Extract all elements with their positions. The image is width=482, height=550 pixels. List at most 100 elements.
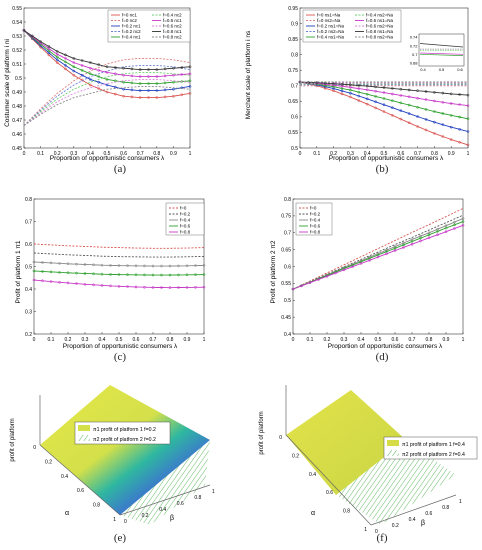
a-series-point [89, 72, 92, 76]
d-ytick-label: 0.75 [281, 214, 291, 220]
c-xtick-label: 0.8 [167, 337, 174, 343]
b-ytick-label: 0.85 [288, 37, 298, 43]
b-series-point [340, 89, 344, 93]
a-series-point [163, 81, 167, 85]
b-inset-xtick-label: 0.6 [457, 67, 463, 72]
c-ytick-label: 0.3 [25, 309, 32, 315]
e-legend-swatch-1 [78, 425, 90, 431]
c-series-point [75, 262, 78, 266]
a-ytick-label: 0.46 [12, 132, 22, 138]
b-inset-ytick-label: 0.68 [410, 61, 419, 66]
caption-a: (a) [113, 163, 127, 175]
f-beta-tick: 0.4 [409, 517, 416, 523]
c-series-point [32, 278, 36, 282]
d-xtick-label: 0.3 [341, 337, 348, 343]
c-series-point [49, 270, 53, 274]
b-inset-line [419, 43, 464, 48]
e-alpha-tick: 0 [33, 445, 36, 451]
c-xtick-label: 0 [33, 337, 36, 343]
f-zlabel: profit of platform [259, 411, 265, 454]
b-series-point [365, 97, 369, 101]
c-series-point [134, 285, 138, 289]
b-series-point [357, 90, 361, 94]
a-series-point [97, 87, 101, 90]
d-series-point [419, 236, 422, 240]
b-series-point [382, 103, 386, 107]
b-series-point [357, 87, 361, 90]
b-series-point [332, 82, 335, 85]
surface-profit-2 [120, 440, 210, 525]
a-series-point [180, 66, 184, 69]
b-series-point [424, 128, 428, 132]
b-series-point [399, 94, 403, 97]
a-series-point [163, 95, 167, 99]
a-series-point [180, 93, 184, 97]
c-series-point [194, 264, 197, 267]
a-series-point [113, 72, 117, 76]
c-xtick-label: 0.5 [116, 337, 123, 343]
e-legend: π1 profit of platform 1 f=0.2 π2 profit … [74, 421, 171, 445]
a-series-point [172, 73, 175, 77]
d-series-line [292, 221, 464, 290]
b-series-point [433, 110, 436, 113]
a-series-line [23, 85, 191, 126]
chart-f: π1 profit of platform 1 f=0.4 π2 profit … [259, 385, 478, 535]
c-ytick-label: 0.2 [25, 332, 32, 338]
b-series-point [374, 95, 377, 98]
b-series-point [424, 90, 428, 93]
c-series-point [92, 263, 95, 267]
d-series-point [291, 287, 295, 291]
d-legend-label: f=0.6 [310, 224, 321, 229]
a-series-point [138, 89, 142, 92]
caption-d: (d) [375, 351, 389, 363]
f-beta-tick: 0.2 [392, 523, 399, 529]
d-legend-label: f=0.8 [310, 230, 321, 235]
a-series-point [122, 87, 125, 91]
f-alpha: α [311, 510, 315, 517]
c-series-point [168, 286, 172, 290]
a-series-point [155, 89, 159, 92]
b-series-point [332, 87, 335, 90]
c-ytick-label: 0.7 [25, 219, 32, 225]
c-series-point [185, 264, 189, 268]
d-series-point [436, 233, 439, 237]
c-xtick-label: 1 [203, 337, 206, 343]
d-xtick-label: 0 [292, 337, 295, 343]
c-series-point [75, 282, 78, 285]
c-series-point [194, 273, 197, 277]
a-series-point [155, 82, 159, 85]
a-legend-label: f=0.4 nc2 [163, 13, 182, 18]
b-inset-ytick-label: 0.7 [412, 52, 418, 57]
a-series-point [188, 85, 192, 88]
c-series-point [109, 264, 112, 267]
d-series-point [342, 268, 346, 272]
c-series-point [66, 262, 70, 266]
b-xtick-label: 0.7 [414, 151, 421, 157]
c-xtick-label: 0.1 [48, 337, 55, 343]
c-series-point [100, 272, 104, 276]
a-xtick-label: 0 [23, 151, 26, 157]
d-legend-label: f=0.4 [310, 218, 321, 223]
e-beta: β [170, 515, 174, 522]
a-series-point [147, 68, 150, 71]
c-series-point [168, 273, 172, 277]
d-series-point [325, 274, 329, 278]
d-series-point [402, 246, 405, 249]
d-series-point [317, 278, 320, 281]
b-xtick-label: 0.1 [313, 151, 320, 157]
a-series-point [72, 61, 76, 64]
e-alpha-tick: 0.6 [77, 488, 84, 494]
a-xtick-label: 0.8 [153, 151, 160, 157]
b-series-point [391, 87, 394, 90]
b-series-point [441, 112, 445, 115]
b-series-point [399, 109, 403, 113]
c-series-point [134, 264, 138, 268]
c-series-point [100, 284, 104, 287]
d-xtick-label: 0.2 [324, 337, 331, 343]
c-series-point [109, 273, 112, 276]
f-alpha-tick: 0.2 [292, 453, 299, 459]
d-series-point [368, 257, 371, 260]
a-series-point [55, 55, 59, 59]
c-series-point [185, 273, 189, 277]
a-series-point [155, 75, 159, 78]
